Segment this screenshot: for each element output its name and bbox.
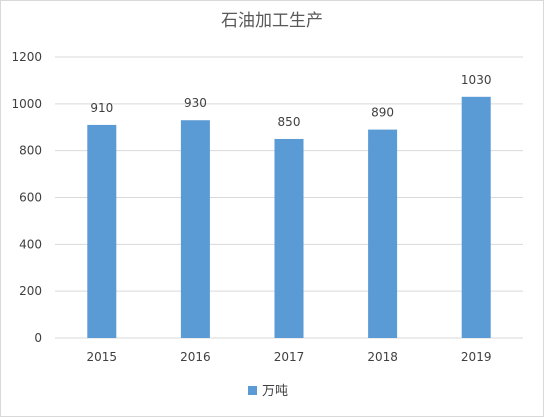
data-label-2018: 890 <box>371 106 394 120</box>
data-label-2019: 1030 <box>461 73 492 87</box>
bar-2017 <box>274 138 304 338</box>
y-tick-label: 1200 <box>11 50 42 64</box>
bar-2019 <box>461 96 491 338</box>
chart-title: 石油加工生产 <box>221 11 323 31</box>
bar-2018 <box>368 129 398 338</box>
data-label-2017: 850 <box>278 115 301 129</box>
y-tick-label: 600 <box>19 191 42 205</box>
x-tick-label: 2015 <box>87 350 118 364</box>
y-tick-label: 0 <box>34 331 42 345</box>
x-tick-label: 2019 <box>461 350 492 364</box>
y-tick-label: 1000 <box>11 97 42 111</box>
bar-2016 <box>180 120 210 338</box>
y-tick-label: 200 <box>19 284 42 298</box>
legend-swatch <box>248 386 257 395</box>
x-tick-label: 2016 <box>180 350 211 364</box>
y-tick-label: 400 <box>19 237 42 251</box>
bar-2015 <box>87 124 117 339</box>
data-label-2015: 910 <box>90 101 113 115</box>
x-tick-label: 2018 <box>367 350 398 364</box>
x-tick-label: 2017 <box>274 350 305 364</box>
y-tick-label: 800 <box>19 144 42 158</box>
legend-label: 万吨 <box>262 384 288 399</box>
data-label-2016: 930 <box>184 96 207 110</box>
